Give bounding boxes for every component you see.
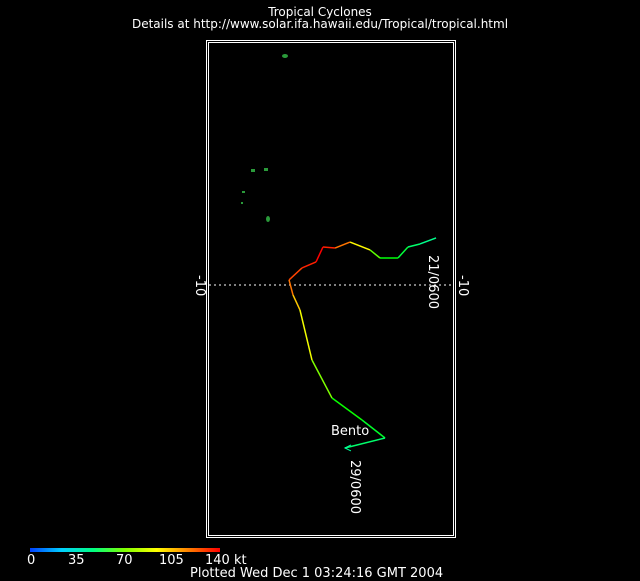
track-segment xyxy=(369,249,381,259)
chart-title: Tropical Cyclones xyxy=(268,5,372,19)
lat-label-right: -10 xyxy=(455,275,470,297)
land-islands xyxy=(241,54,288,222)
track-segment xyxy=(315,246,324,263)
map-frame xyxy=(206,40,456,538)
track-segment xyxy=(301,261,317,269)
track-segment xyxy=(349,241,371,251)
intensity-colorbar xyxy=(30,548,220,552)
start-time-label: 21/0600 xyxy=(425,255,440,310)
track-segment xyxy=(407,243,421,248)
legend-tick: 70 xyxy=(116,553,133,568)
track-segment xyxy=(344,437,386,449)
end-time-label: 29/0600 xyxy=(347,460,362,515)
legend-tick: 35 xyxy=(68,553,85,568)
storm-name: Bento xyxy=(331,424,370,439)
track-segment xyxy=(288,267,303,281)
plotted-timestamp: Plotted Wed Dec 1 03:24:16 GMT 2004 xyxy=(190,566,444,581)
track-segment xyxy=(419,237,437,245)
track-segment xyxy=(334,241,351,249)
track-segment xyxy=(288,279,294,296)
lat-label-left: -10 xyxy=(192,275,207,297)
track-end-arrow-icon xyxy=(343,444,352,452)
track-segment xyxy=(311,359,333,399)
track-segment xyxy=(361,419,386,439)
legend-tick: 105 xyxy=(159,553,184,568)
track-segment xyxy=(292,294,301,311)
legend-tick: 0 xyxy=(27,553,36,568)
track-segment xyxy=(299,309,313,361)
track-segment xyxy=(331,397,363,421)
details-link[interactable]: Details at http://www.solar.ifa.hawaii.e… xyxy=(131,17,509,31)
track-segment xyxy=(322,246,336,249)
track-segment xyxy=(397,246,409,259)
legend-tick: 140 kt xyxy=(205,553,247,568)
